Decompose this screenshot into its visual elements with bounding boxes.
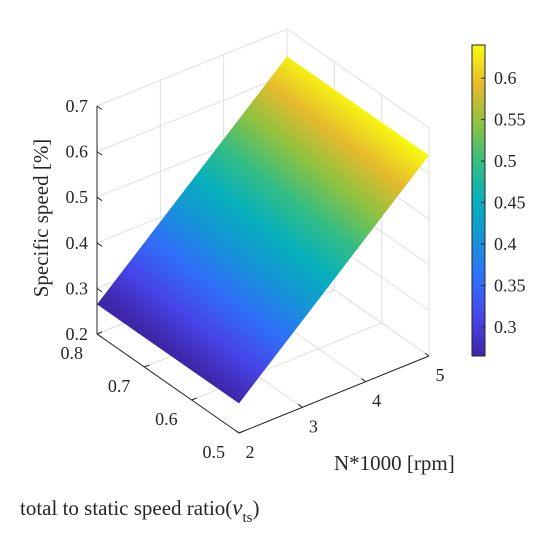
x-axis-label: N*1000 [rpm]	[334, 451, 455, 475]
x-tick-label: 3	[309, 416, 318, 436]
y-tick-label: 0.6	[155, 409, 178, 429]
colorbar-tick-label: 0.4	[494, 234, 517, 254]
colorbar-tick-label: 0.3	[494, 317, 517, 337]
y-axis-line	[96, 333, 240, 434]
y-tick-mark	[191, 397, 197, 401]
y-tick-mark	[238, 430, 245, 434]
x-tick-label: 4	[372, 391, 381, 411]
y-axis-label-close: )	[253, 496, 260, 520]
colorbar-tick-label: 0.6	[494, 68, 517, 88]
z-tick-mark	[96, 196, 103, 202]
x-tick-label: 5	[436, 365, 445, 385]
z-tick-label: 0.5	[66, 187, 89, 207]
z-tick-mark	[96, 151, 103, 156]
y-tick-mark	[96, 331, 103, 335]
y-tick-label: 0.8	[61, 343, 84, 363]
tick-labels: 0.2 0.3 0.4 0.5 0.6 0.7 2 3 4 5 0.5 0.6 0.7 0.8	[61, 96, 445, 462]
y-axis-label-symbol: ν	[232, 495, 243, 520]
z-tick-mark	[96, 333, 103, 338]
y-axis-label: total to static speed ratio(νts)	[20, 495, 260, 526]
z-tick-mark	[96, 105, 103, 110]
surface	[97, 56, 429, 404]
z-tick-mark	[96, 287, 103, 293]
colorbar-tick-label: 0.5	[494, 151, 517, 171]
x-axis-line	[238, 355, 430, 434]
axes	[96, 105, 430, 434]
x-tick-mark	[424, 352, 430, 357]
x-tick-mark	[361, 378, 366, 383]
y-axis-label-text: total to static speed ratio(	[20, 496, 232, 520]
z-tick-label: 0.3	[66, 278, 89, 298]
x-tick-label: 2	[246, 442, 255, 462]
y-tick-label: 0.7	[108, 376, 131, 396]
y-tick-mark	[144, 364, 150, 368]
z-tick-mark	[96, 242, 103, 247]
colorbar-tick-label: 0.55	[494, 110, 526, 130]
z-axis-label: Specific speed [%]	[29, 139, 53, 298]
z-tick-label: 0.2	[66, 324, 89, 344]
colorbar: 0.3 0.35 0.4 0.45 0.5 0.55 0.6	[471, 44, 526, 357]
colorbar-tick-label: 0.45	[494, 193, 526, 213]
surface-plane	[97, 56, 429, 404]
x-tick-mark	[234, 429, 240, 434]
y-tick-label: 0.5	[203, 442, 226, 462]
x-tick-mark	[298, 403, 303, 408]
z-tick-label: 0.6	[66, 142, 89, 162]
z-tick-label: 0.4	[66, 233, 89, 253]
colorbar-tick-label: 0.35	[494, 276, 526, 296]
z-tick-label: 0.7	[66, 96, 89, 116]
y-axis-label-subscript: ts	[243, 510, 253, 526]
colorbar-fill	[471, 44, 486, 357]
